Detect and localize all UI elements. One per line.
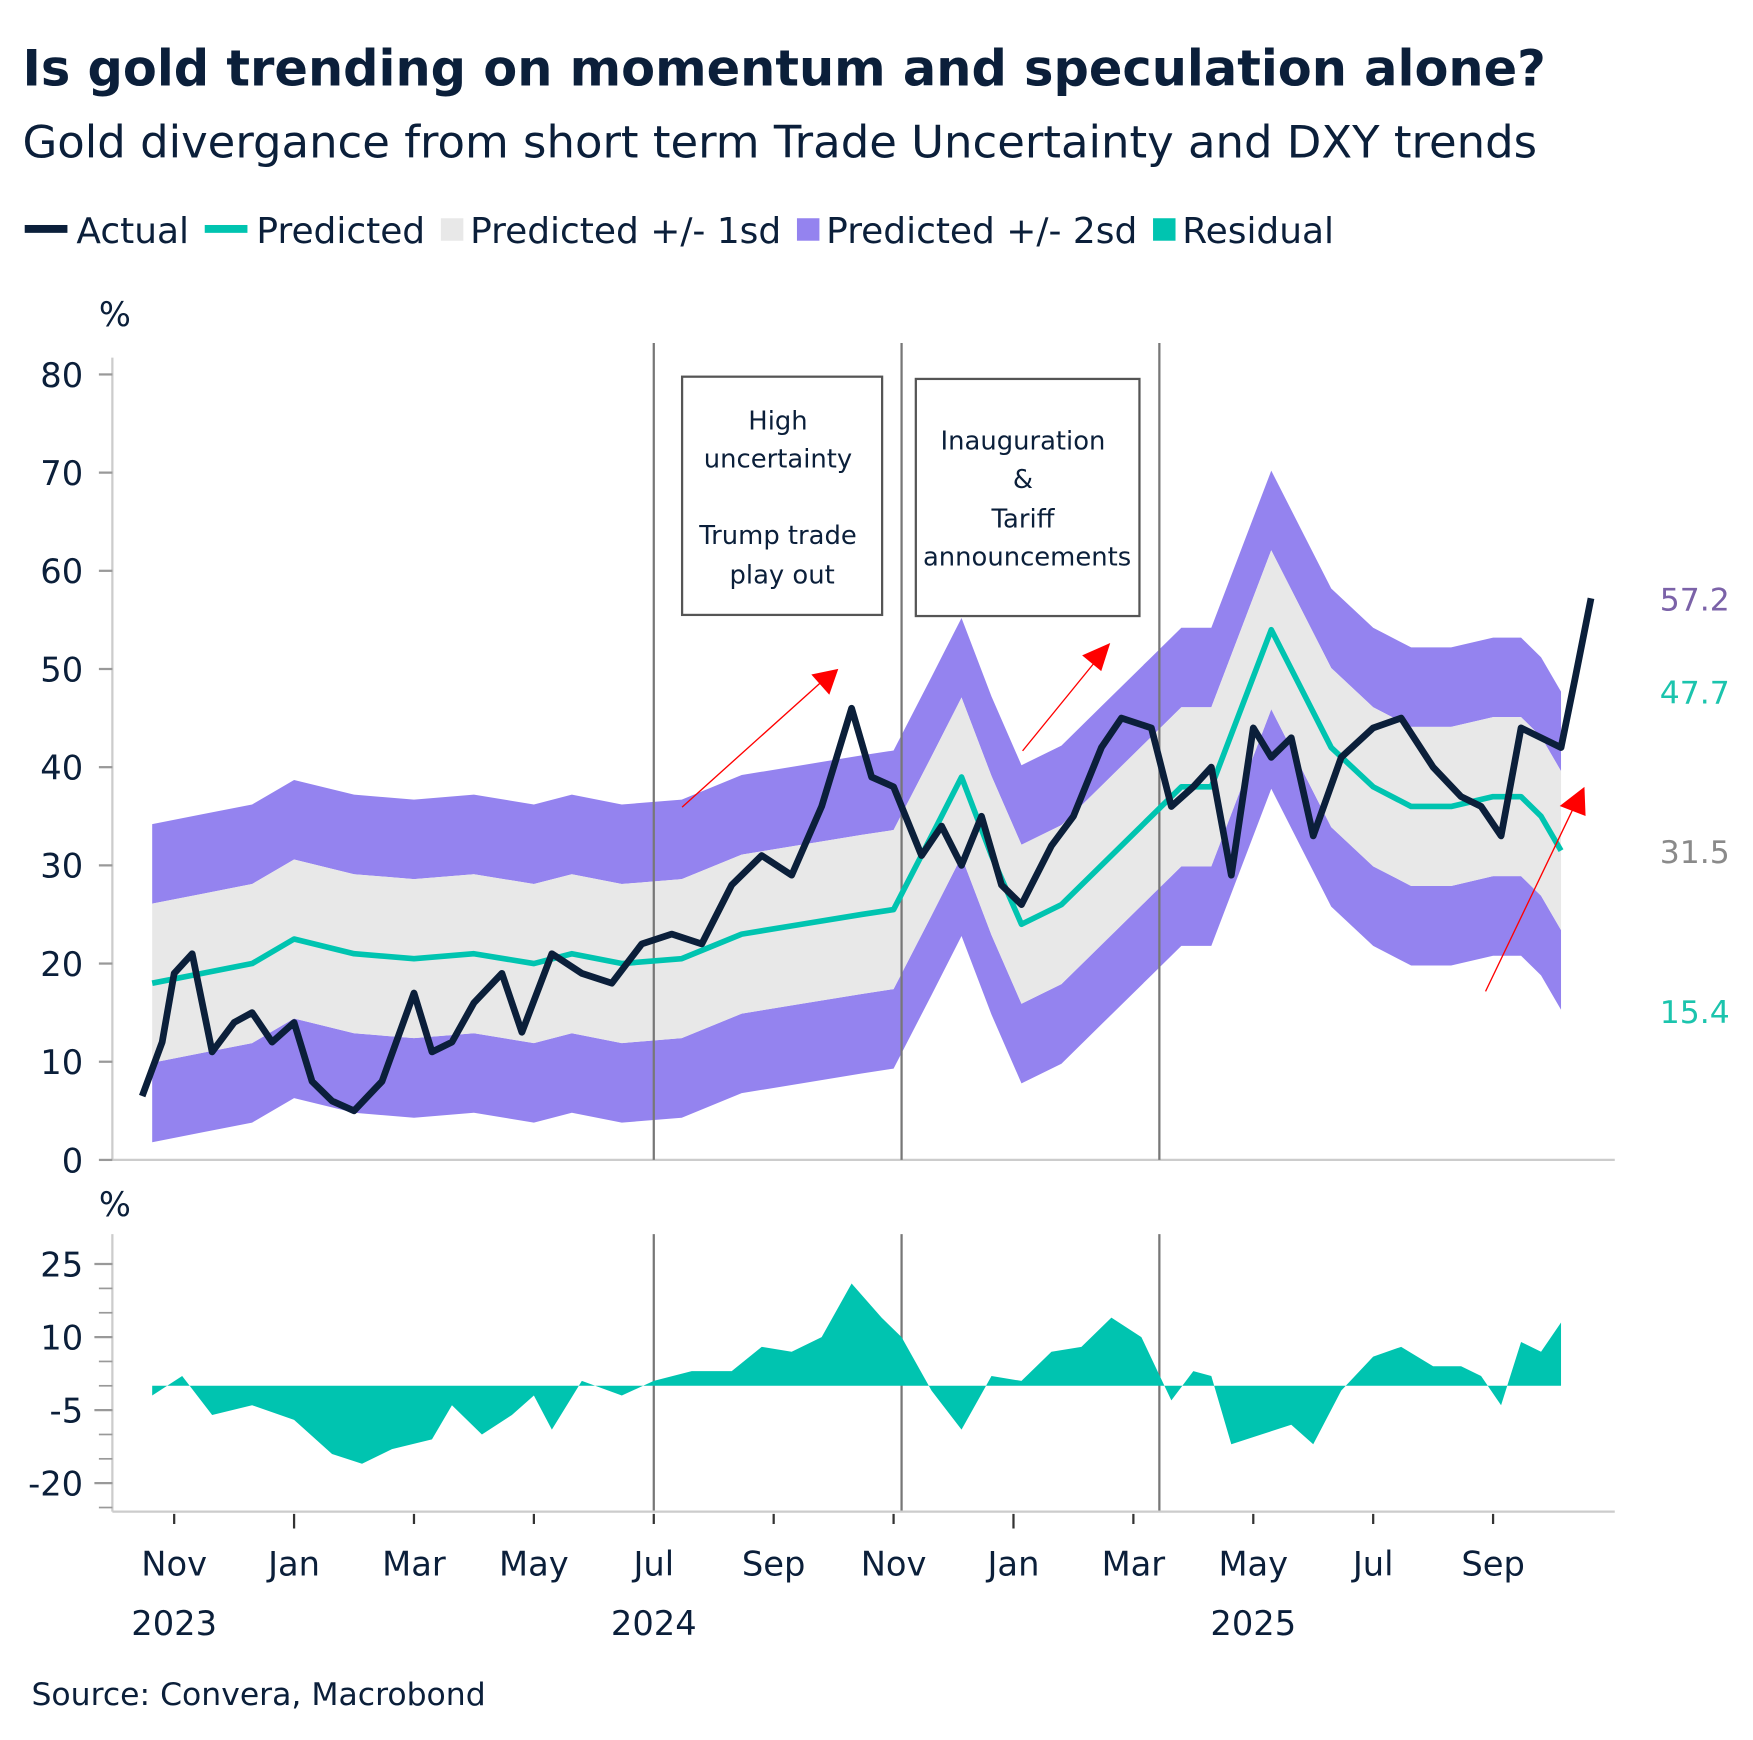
y-tick-label: 30 [40,847,83,886]
legend-label: Predicted +/- 1sd [470,211,781,252]
residual-y-tick-label: -5 [50,1391,84,1430]
arrow-1-head [811,668,839,695]
legend-item-residual: Residual [1153,211,1334,252]
arrow-3-line [1484,801,1578,992]
main-y-unit: % [99,295,131,334]
end-label-lower-2sd: 15.4 [1660,995,1730,1031]
legend-item-actual: Actual [24,211,189,252]
annotation-text: Inauguration & Tariff announcements [923,427,1131,573]
legend-item-predicted: Predicted [204,211,425,252]
y-tick-label: 10 [40,1043,83,1082]
legend-swatch [440,218,464,241]
arrow-1-line [681,677,827,808]
y-tick-label: 50 [40,650,83,689]
legend: Actual Predicted Predicted +/- 1sd Predicte… [24,211,1334,252]
residual-y-tick-label: 25 [40,1245,83,1284]
arrow-2-head [1082,643,1111,672]
band-lower-2sd [152,709,1562,1143]
y-tick-label: 20 [40,945,83,984]
annotation-high-uncertainty: High uncertainty Trump trade play out [680,375,884,617]
y-tick-label: 60 [40,552,83,591]
residual-y-unit: % [99,1185,131,1224]
main-panel: 0 10 20 30 40 50 60 70 80 [40,342,1615,1180]
y-tick-label: 0 [62,1141,83,1180]
residual-y-tick-label: 10 [40,1318,83,1357]
chart-subtitle: Gold divergance from short term Trade Un… [22,116,1537,169]
y-tick-label: 40 [40,749,83,788]
x-tick-label: Jul [1351,1545,1394,1584]
legend-label: Predicted [256,211,425,252]
arrow-2-line [1022,653,1102,752]
x-tick-label: May [1218,1545,1288,1584]
end-label-predicted: 31.5 [1660,835,1730,871]
annotation-box [914,377,1141,618]
x-tick-label: Sep [742,1545,806,1584]
trend-arrows [681,643,1586,992]
legend-swatch [204,224,248,233]
chart-title: Is gold trending on momentum and specula… [22,40,1545,98]
legend-label: Residual [1182,211,1334,252]
x-year-label: 2023 [131,1604,217,1643]
x-tick-label: Jul [631,1545,674,1584]
x-axis: Nov 2023 Jan Mar May Jul 2024 Sep Nov Jan Mar May 20… [131,1513,1525,1643]
x-tick-label: Sep [1461,1545,1525,1584]
legend-swatch [24,224,68,233]
x-tick-label: Jan [266,1545,320,1584]
residual-area [152,1283,1562,1464]
source-note: Source: Convera, Macrobond [31,1677,485,1713]
annotation-box [680,375,884,617]
arrow-3-head [1559,786,1586,817]
residual-panel: 25 10 -5 -20 [28,1234,1615,1513]
x-year-label: 2024 [611,1604,697,1643]
x-tick-label: Mar [1102,1545,1166,1584]
annotation-text: High uncertainty Trump trade play out [698,407,865,591]
residual-y-tick-label: -20 [28,1465,83,1504]
actual-line [139,597,1595,1115]
y-tick-label: 70 [40,454,83,493]
legend-item-predicted-1sd: Predicted +/- 1sd [440,211,781,252]
annotation-inauguration-tariffs: Inauguration & Tariff announcements [914,377,1141,618]
band-upper-2sd [152,470,1562,904]
legend-item-predicted-2sd: Predicted +/- 2sd [796,211,1137,252]
y-tick-label: 80 [40,356,83,395]
x-tick-label: Mar [382,1545,446,1584]
legend-label: Actual [76,211,189,252]
x-tick-label: Nov [861,1545,927,1584]
legend-swatch [1153,218,1176,241]
end-label-upper-2sd: 47.7 [1660,676,1730,712]
x-tick-label: Nov [141,1545,207,1584]
x-year-label: 2025 [1210,1604,1296,1643]
end-label-actual: 57.2 [1660,582,1730,618]
legend-label: Predicted +/- 2sd [826,211,1137,252]
legend-swatch [796,218,820,241]
x-tick-label: May [499,1545,569,1584]
x-tick-label: Jan [985,1545,1039,1584]
band-1sd [152,550,1562,1063]
